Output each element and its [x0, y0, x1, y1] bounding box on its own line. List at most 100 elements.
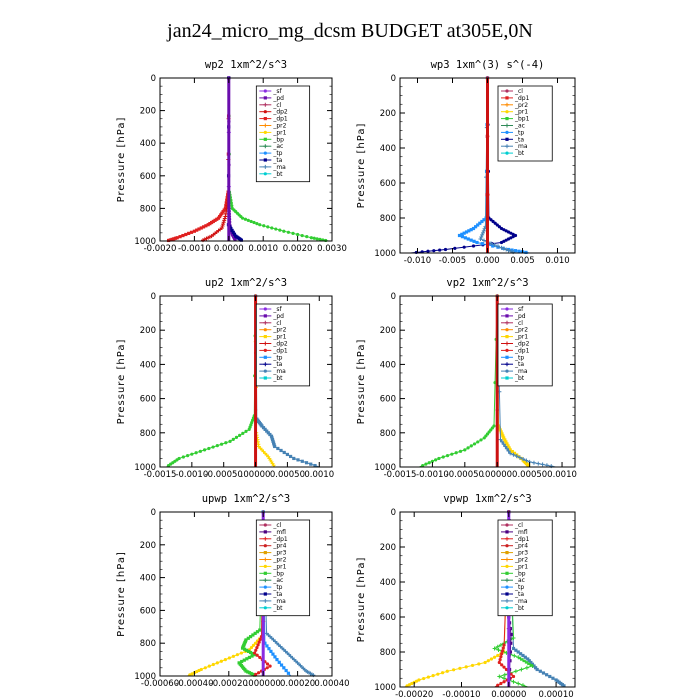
series-marker: [265, 662, 270, 666]
series-marker: [274, 227, 278, 231]
series-marker: [231, 437, 235, 441]
legend-label: _ma: [514, 368, 528, 375]
legend-label: _tp: [272, 354, 282, 361]
series-marker: [479, 438, 483, 442]
legend-marker: [505, 557, 509, 562]
series-marker: [512, 653, 517, 658]
series-marker: [230, 204, 234, 208]
legend-label: _bt: [514, 150, 525, 157]
legend-marker: [505, 369, 509, 373]
legend-label: _pr2: [272, 327, 286, 334]
series-marker: [235, 653, 239, 657]
series-marker: [538, 669, 542, 673]
series-marker: [501, 246, 506, 251]
series-marker: [445, 454, 450, 458]
y-axis-label: Pressure [hPa]: [116, 551, 127, 637]
series-marker: [492, 655, 497, 659]
legend-marker: [263, 369, 267, 373]
y-tick-label: 0: [151, 508, 156, 518]
series-marker: [528, 662, 533, 667]
series-marker: [562, 684, 566, 688]
legend-marker: [263, 164, 268, 169]
series-marker: [213, 218, 217, 222]
series-marker: [206, 223, 210, 227]
legend-label: _sf: [514, 306, 524, 313]
legend-label: _cl: [514, 320, 523, 327]
series-marker: [268, 432, 272, 437]
series-marker: [221, 220, 226, 225]
series-marker: [443, 247, 448, 252]
x-tick-label: 0.00010: [539, 690, 574, 700]
legend-label: _pr3: [514, 550, 528, 557]
legend-marker: [263, 307, 267, 311]
x-tick-label: .00000: [482, 470, 512, 480]
legend-marker: [505, 544, 509, 548]
series-marker: [549, 464, 554, 469]
series-marker: [466, 237, 470, 241]
legend-marker: [505, 536, 509, 541]
series-marker: [222, 218, 227, 223]
series-marker: [199, 226, 203, 230]
legend-label: _ac: [272, 143, 283, 150]
legend-marker: [263, 151, 267, 155]
legend-marker: [505, 96, 509, 100]
series-marker: [247, 671, 252, 675]
x-tick-label: 0.0010: [547, 470, 577, 480]
series-marker: [469, 228, 473, 232]
legend-marker: [263, 102, 268, 107]
legend-label: _ac: [272, 577, 283, 584]
series-marker: [505, 442, 509, 446]
series-marker: [480, 230, 485, 235]
panel-title: wp2 1xm^2/s^3: [205, 59, 287, 71]
legend-label: _ta: [272, 157, 282, 164]
series-marker: [225, 195, 229, 200]
legend-marker: [263, 96, 267, 100]
series-marker: [483, 660, 487, 665]
legend-marker: [505, 598, 509, 603]
series-marker: [292, 456, 296, 461]
series-marker: [218, 214, 222, 219]
series-marker: [309, 462, 313, 466]
legend-label: _pd: [514, 313, 526, 320]
series-marker: [502, 680, 506, 684]
x-tick-label: 0.0020: [283, 244, 313, 254]
legend-marker: [263, 564, 267, 569]
y-tick-label: 1000: [374, 683, 396, 693]
legend-marker: [263, 606, 267, 610]
series-marker: [255, 222, 259, 226]
legend-label: _pr1: [272, 334, 286, 341]
series-marker: [208, 222, 212, 226]
series-marker: [462, 245, 466, 249]
series-marker: [211, 445, 215, 449]
series-marker: [201, 238, 205, 243]
series-marker: [189, 230, 194, 234]
series-marker: [278, 228, 282, 232]
series-marker: [178, 235, 182, 239]
series-marker: [288, 454, 293, 459]
x-tick-label: 0.0000: [214, 244, 244, 254]
series-marker: [258, 223, 262, 227]
legend-label: _tp: [272, 584, 282, 591]
legend-marker: [263, 348, 267, 352]
legend-marker: [263, 551, 267, 555]
series-marker: [228, 439, 232, 443]
series-marker: [501, 434, 505, 438]
series-marker: [246, 218, 250, 222]
series-marker: [511, 674, 516, 679]
y-tick-label: 800: [140, 204, 156, 214]
series-marker: [202, 448, 207, 452]
series-marker: [247, 655, 252, 660]
series-marker: [504, 446, 509, 451]
series-marker: [194, 451, 198, 455]
series-marker: [504, 440, 508, 444]
series-marker: [279, 448, 283, 453]
series-marker: [232, 232, 237, 236]
series-marker: [526, 464, 531, 468]
series-marker: [285, 452, 290, 457]
series-marker: [270, 438, 275, 442]
legend-label: _dp1: [514, 95, 530, 102]
series-marker: [231, 230, 235, 234]
series-marker: [186, 454, 190, 458]
series-marker: [489, 657, 494, 661]
series-marker: [431, 674, 435, 678]
